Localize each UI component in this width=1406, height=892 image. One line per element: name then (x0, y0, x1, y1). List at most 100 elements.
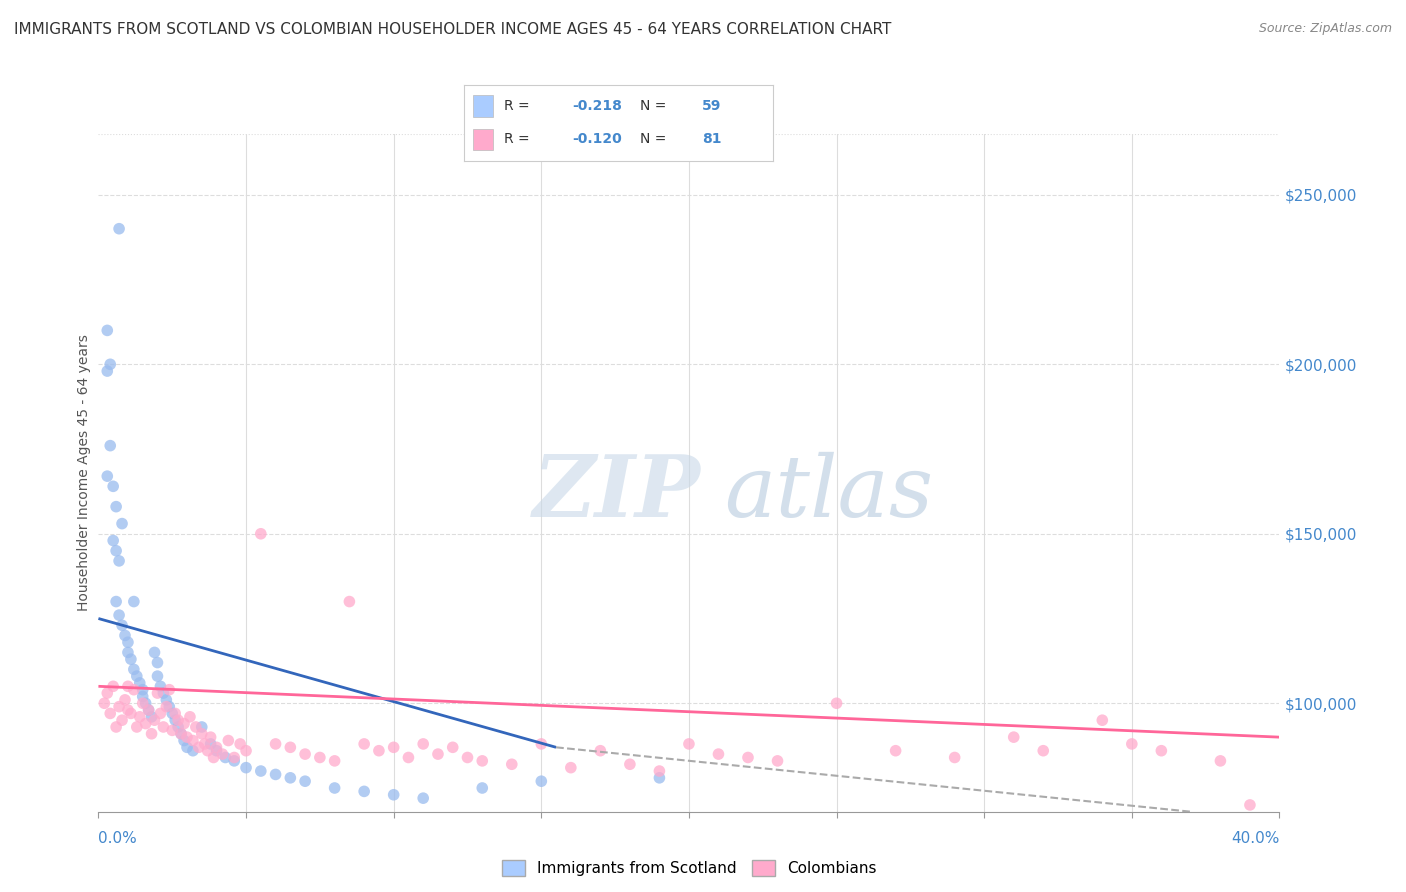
Text: 59: 59 (702, 99, 721, 113)
Point (197, 744, 219, 758)
Point (294, 747, 316, 761)
Point (309, 750, 332, 764)
Point (678, 737, 700, 751)
Point (146, 686, 169, 700)
Text: 0.0%: 0.0% (98, 831, 138, 846)
Point (194, 737, 217, 751)
Point (165, 713, 187, 727)
Point (278, 740, 302, 755)
Point (111, 713, 134, 727)
Point (176, 730, 198, 744)
Point (98, 357, 121, 371)
Point (200, 737, 222, 751)
Point (111, 516, 134, 531)
Point (120, 706, 142, 721)
Point (396, 750, 419, 764)
Point (132, 696, 155, 710)
Point (117, 679, 139, 693)
Point (108, 221, 131, 235)
Point (170, 727, 193, 741)
Point (93, 696, 115, 710)
Point (96, 686, 118, 700)
Point (766, 754, 789, 768)
Point (103, 679, 125, 693)
Point (943, 750, 966, 764)
Point (114, 628, 136, 642)
Point (250, 764, 273, 778)
Point (707, 747, 730, 761)
Point (146, 669, 169, 683)
Point (825, 696, 848, 710)
Point (560, 761, 582, 775)
Point (202, 750, 225, 764)
Point (278, 771, 302, 785)
Point (179, 710, 201, 724)
Point (235, 744, 257, 758)
Text: -0.120: -0.120 (572, 132, 621, 146)
Point (214, 750, 236, 764)
Point (114, 693, 136, 707)
Point (211, 747, 233, 761)
Point (173, 716, 195, 731)
Point (181, 733, 204, 747)
Point (264, 737, 287, 751)
Point (135, 716, 157, 731)
Point (122, 594, 145, 608)
Point (589, 744, 612, 758)
Point (170, 727, 193, 741)
Point (217, 733, 239, 747)
Point (122, 662, 145, 676)
Text: 40.0%: 40.0% (1232, 831, 1279, 846)
Point (412, 791, 434, 805)
Point (128, 710, 150, 724)
Point (191, 720, 214, 734)
Point (619, 757, 641, 772)
Point (501, 757, 523, 772)
Point (135, 696, 157, 710)
Point (128, 676, 150, 690)
Point (105, 543, 128, 558)
Point (138, 703, 160, 717)
Point (250, 526, 273, 541)
Point (1091, 713, 1114, 727)
Point (1150, 744, 1173, 758)
Text: IMMIGRANTS FROM SCOTLAND VS COLOMBIAN HOUSEHOLDER INCOME AGES 45 - 64 YEARS CORR: IMMIGRANTS FROM SCOTLAND VS COLOMBIAN HO… (14, 22, 891, 37)
Point (1239, 797, 1261, 812)
Point (141, 727, 163, 741)
Point (382, 788, 405, 802)
Text: N =: N = (640, 99, 666, 113)
Point (353, 737, 375, 751)
Point (1209, 754, 1232, 768)
Point (125, 720, 148, 734)
Point (264, 767, 287, 781)
Point (353, 784, 375, 798)
Point (105, 500, 128, 514)
Point (143, 713, 166, 727)
Point (117, 703, 139, 717)
Point (173, 733, 195, 747)
Point (103, 533, 125, 548)
Text: ZIP: ZIP (533, 451, 700, 535)
Point (648, 771, 671, 785)
Point (120, 652, 142, 666)
Point (323, 780, 346, 795)
Point (138, 703, 160, 717)
Point (191, 727, 214, 741)
Point (146, 656, 169, 670)
Point (155, 693, 177, 707)
Legend: Immigrants from Scotland, Colombians: Immigrants from Scotland, Colombians (495, 854, 883, 882)
Point (530, 737, 553, 751)
Point (105, 720, 128, 734)
Point (103, 479, 125, 493)
Point (1121, 737, 1143, 751)
Point (117, 635, 139, 649)
Point (149, 679, 172, 693)
Point (98, 706, 121, 721)
FancyBboxPatch shape (474, 95, 494, 117)
Point (143, 645, 166, 659)
Point (105, 594, 128, 608)
Point (530, 774, 553, 789)
Point (205, 740, 228, 755)
Point (155, 699, 177, 714)
Point (471, 780, 494, 795)
